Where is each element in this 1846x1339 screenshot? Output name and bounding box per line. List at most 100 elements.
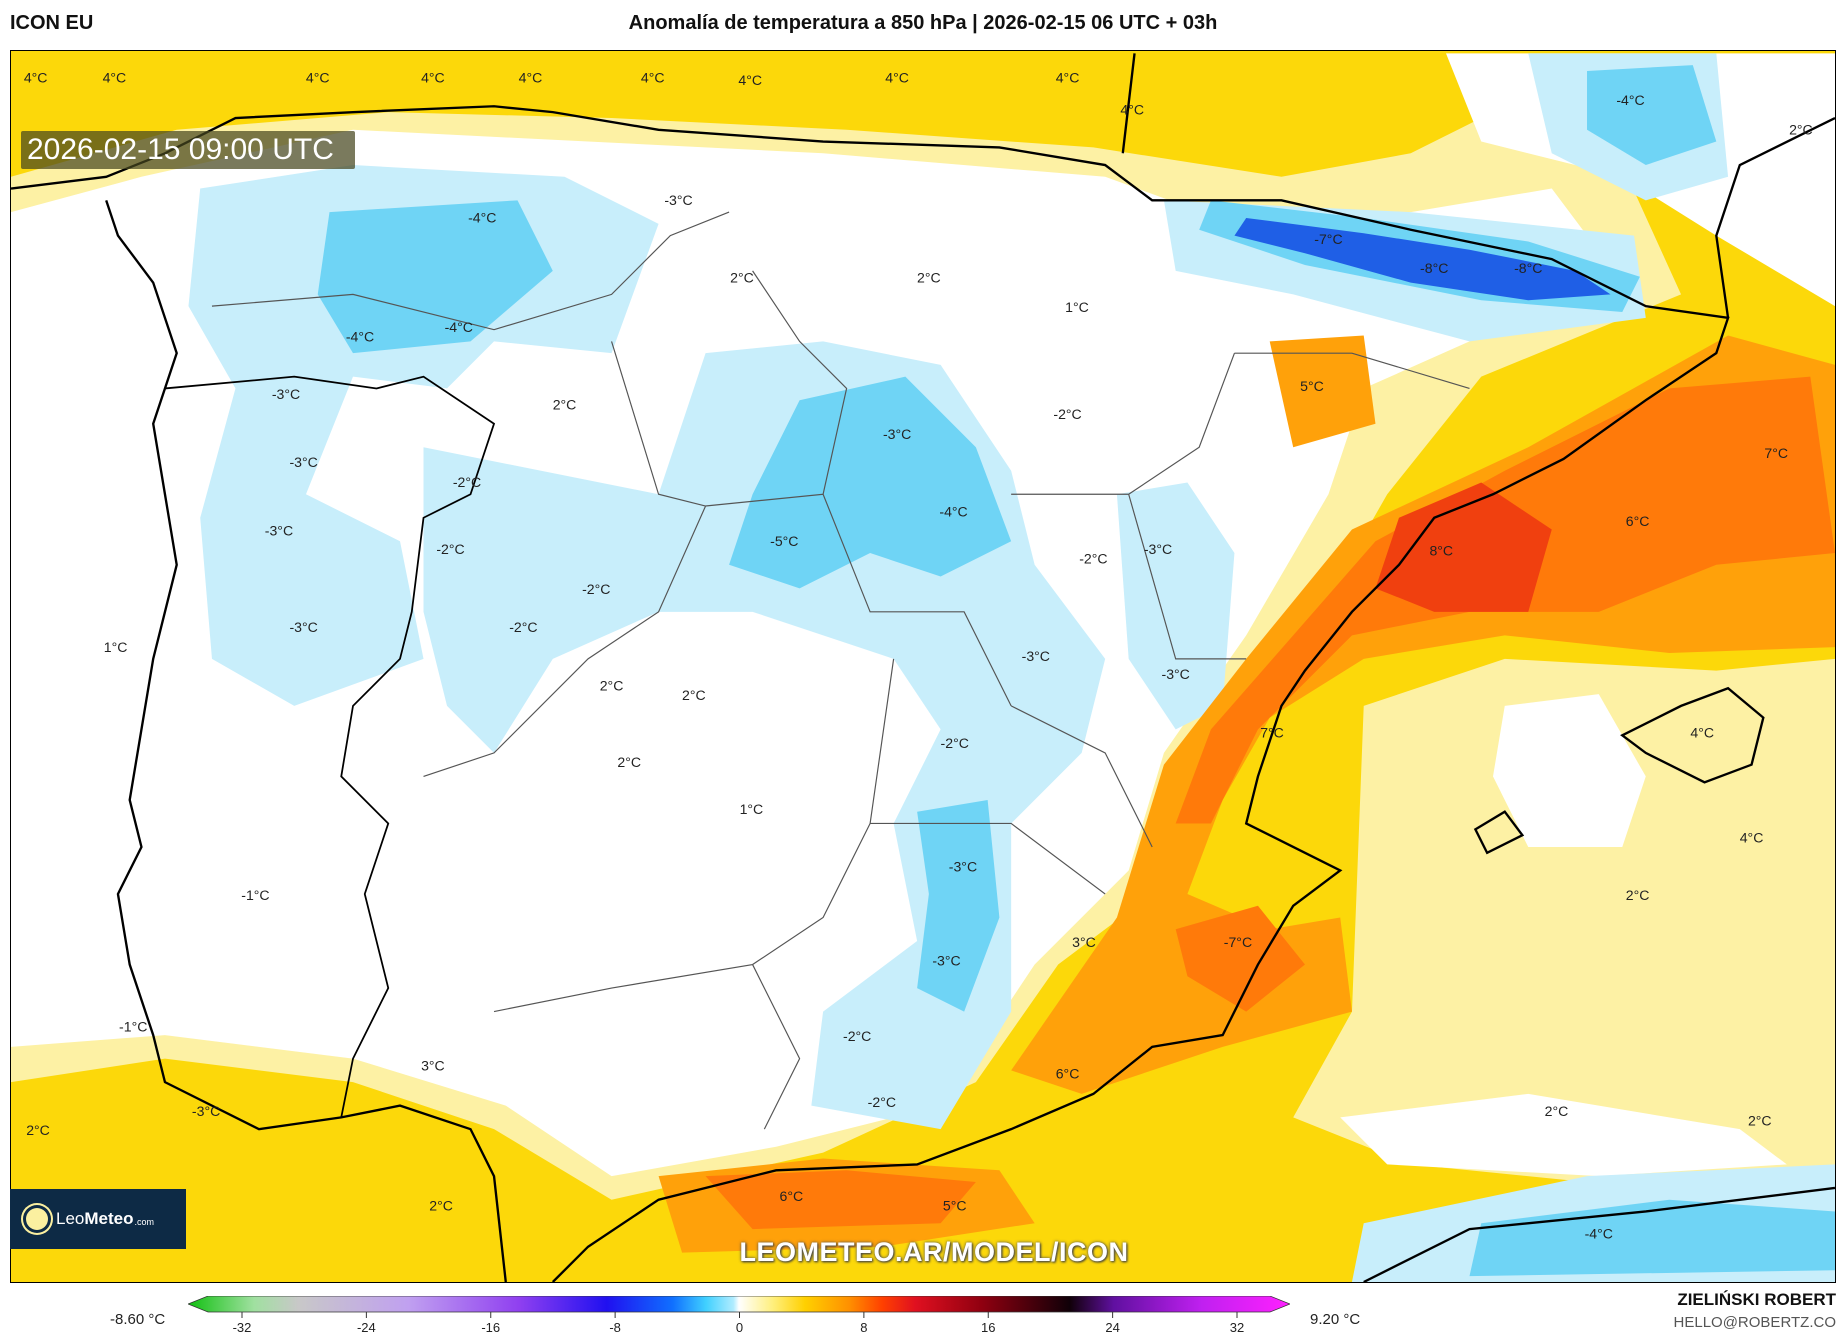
temperature-label: 1°C (104, 639, 128, 655)
temperature-label: 4°C (1740, 829, 1764, 845)
temperature-label: 5°C (1300, 378, 1324, 394)
temperature-label: 3°C (421, 1057, 445, 1073)
temperature-label: 4°C (24, 70, 48, 86)
page-title: Anomalía de temperatura a 850 hPa | 2026… (628, 12, 1218, 34)
temperature-label: -7°C (1224, 934, 1252, 950)
temperature-label: -2°C (843, 1028, 871, 1044)
coastline-ibiza (1473, 810, 1525, 855)
temperature-label: 2°C (917, 270, 941, 286)
colorbar-ticks: -32 -24 -16 -8 0 8 16 24 32 (233, 1312, 1244, 1335)
temperature-label: -8°C (1514, 260, 1542, 276)
temperature-label: -3°C (289, 454, 317, 470)
warm-deep-region (705, 1170, 976, 1230)
temperature-label: -3°C (1144, 541, 1172, 557)
logo-text-leo: Leo (56, 1209, 85, 1228)
temperature-label: -4°C (1616, 92, 1644, 108)
region-borders (211, 211, 1470, 1130)
map-canvas: 4°C 4°C 4°C 4°C 4°C 4°C 4°C 4°C 4°C 4°C -4°C 2°C -3°… (11, 51, 1835, 1282)
temperature-label: 4°C (421, 70, 445, 86)
temperature-label: 7°C (1764, 445, 1788, 461)
colorbar-tick-label: -8 (609, 1320, 621, 1335)
temperature-label: 4°C (519, 70, 543, 86)
logo-text-com: .com (134, 1216, 155, 1227)
temperature-label: 2°C (600, 678, 624, 694)
colorbar-tick-label: 0 (736, 1320, 743, 1335)
colorbar-tick-label: -32 (233, 1320, 252, 1335)
author-email[interactable]: HELLO@ROBERTZ.CO (1673, 1314, 1836, 1331)
valid-time-stamp: 2026-02-15 09:00 UTC (21, 131, 355, 169)
temperature-label: -4°C (939, 504, 967, 520)
colorbar-tick-label: 16 (981, 1320, 995, 1335)
border-portugal (164, 375, 496, 1118)
warm-core-region (1375, 482, 1552, 612)
temperature-label: -3°C (272, 386, 300, 402)
temperature-label: 4°C (103, 70, 127, 86)
temperature-label: -2°C (868, 1094, 896, 1110)
author-name: ZIELIŃSKI ROBERT (1677, 1290, 1836, 1309)
temperature-label: 4°C (1120, 101, 1144, 117)
temperature-label: -3°C (289, 619, 317, 635)
light-warm-sea-region (1293, 658, 1835, 1188)
colorbar-tick-label: -24 (357, 1320, 376, 1335)
warm-deep-region (1175, 905, 1305, 1012)
coastline (11, 105, 1730, 1282)
temperature-labels: 4°C 4°C 4°C 4°C 4°C 4°C 4°C 4°C 4°C 4°C -4°C 2°C -3°… (24, 70, 1813, 1242)
coastline-france (1121, 53, 1835, 319)
temperature-label: -3°C (265, 522, 293, 538)
temperature-label: -2°C (582, 581, 610, 597)
temperature-label: 5°C (943, 1197, 967, 1213)
colorbar-tick-label: 8 (860, 1320, 867, 1335)
temperature-label: -8°C (1420, 260, 1448, 276)
temperature-label: -2°C (1053, 406, 1081, 422)
cool-region (188, 165, 659, 706)
temperature-label: 2°C (1626, 887, 1650, 903)
temperature-label: -2°C (453, 474, 481, 490)
coastline-mallorca (1620, 686, 1765, 784)
colorbar-tick-label: 32 (1230, 1320, 1244, 1335)
temperature-label: 2°C (1545, 1103, 1569, 1119)
cool-region (1116, 482, 1235, 730)
temperature-label: -3°C (664, 192, 692, 208)
colorbar-gradient (188, 1296, 1290, 1313)
temperature-label: 2°C (1748, 1113, 1772, 1129)
cool-mid-region (317, 200, 553, 354)
colorbar-tick-label: 24 (1105, 1320, 1119, 1335)
leometeo-logo[interactable]: Leo Meteo .com (10, 1189, 186, 1249)
temperature-label: -2°C (1079, 551, 1107, 567)
neutral-sea-patch (1493, 694, 1646, 847)
temperature-label: 4°C (738, 72, 762, 88)
temperature-label: 2°C (617, 754, 641, 770)
temperature-label: 7°C (1260, 725, 1284, 741)
coastline-africa (1363, 1186, 1835, 1282)
colorbar-tick-label: -16 (481, 1320, 500, 1335)
temperature-label: 4°C (885, 70, 909, 86)
temperature-label: -3°C (192, 1103, 220, 1119)
temperature-label: 2°C (1789, 121, 1813, 137)
temperature-label: -2°C (509, 619, 537, 635)
cool-mid-region (729, 376, 1012, 589)
temperature-label: 2°C (682, 687, 706, 703)
temperature-label: 8°C (1429, 542, 1453, 558)
temperature-label: 6°C (1056, 1066, 1080, 1082)
temperature-label: -3°C (949, 859, 977, 875)
temperature-anomaly-map: 4°C 4°C 4°C 4°C 4°C 4°C 4°C 4°C 4°C 4°C -4°C 2°C -3°… (10, 50, 1836, 1283)
temperature-label: 2°C (553, 397, 577, 413)
temperature-label: -5°C (770, 533, 798, 549)
watermark-url: LEOMETEO.AR/MODEL/ICON (739, 1237, 1129, 1267)
cold-core-region (1234, 217, 1611, 301)
temperature-label: -2°C (941, 735, 969, 751)
colorbar-min-label: -8.60 °C (110, 1311, 166, 1328)
temperature-label: 3°C (1072, 934, 1096, 950)
neutral-region (11, 129, 1623, 1177)
temperature-label: -3°C (883, 426, 911, 442)
temperature-label: 2°C (26, 1122, 50, 1138)
cool-mid-region (917, 799, 1000, 1012)
sun-icon (26, 1208, 48, 1230)
model-name: ICON EU (10, 12, 94, 34)
warm-orange-region (1269, 335, 1376, 448)
colorbar-max-label: 9.20 °C (1310, 1311, 1361, 1328)
temperature-label: -1°C (119, 1019, 147, 1035)
temperature-label: -7°C (1314, 231, 1342, 247)
temperature-label: 2°C (429, 1197, 453, 1213)
temperature-label: -4°C (1585, 1225, 1613, 1241)
